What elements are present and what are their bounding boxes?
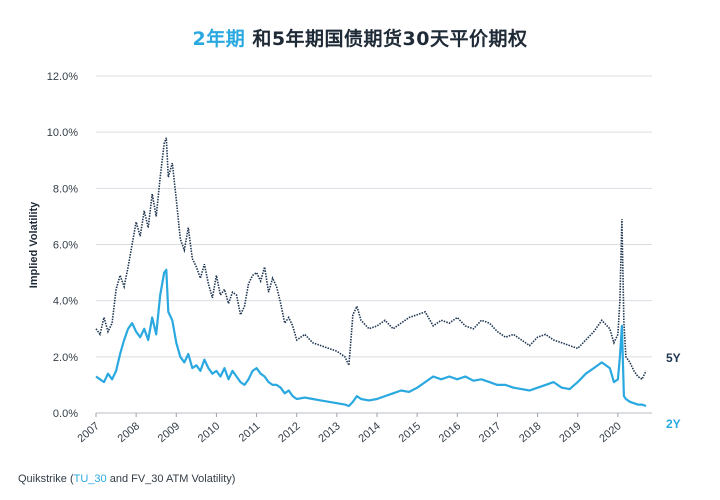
x-axis-ticks: 2007 2008 2009 2010 2011 2012 2013 2014 2015 2016… — [75, 413, 624, 445]
series-label-2y: 2Y — [666, 417, 681, 431]
x-tick-label: 2017 — [477, 420, 503, 445]
series-label-5y: 5Y — [666, 351, 681, 365]
source-highlight: TU_30 — [73, 473, 107, 485]
y-axis-label: Implied Volatility — [28, 201, 40, 288]
y-tick-label: 12.0% — [47, 71, 78, 83]
x-tick-label: 2009 — [156, 420, 182, 445]
series-line-2y — [95, 268, 647, 408]
chart-title-rest: 和5年期国债期货30天平价期权 — [245, 28, 528, 50]
x-tick-label: 2012 — [276, 420, 302, 445]
y-tick-label: 6.0% — [53, 240, 78, 252]
x-tick-label: 2020 — [597, 420, 623, 445]
source-suffix: and FV_30 ATM Volatility) — [106, 473, 236, 485]
x-tick-label: 2016 — [437, 420, 463, 445]
x-tick-label: 2007 — [75, 420, 101, 445]
x-tick-label: 2018 — [517, 420, 543, 445]
x-tick-label: 2010 — [196, 420, 222, 445]
y-tick-label: 4.0% — [53, 296, 78, 308]
x-tick-label: 2019 — [557, 420, 583, 445]
y-tick-label: 0.0% — [53, 408, 78, 420]
x-tick-label: 2014 — [356, 420, 382, 445]
x-tick-label: 2008 — [116, 420, 142, 445]
x-tick-label: 2013 — [316, 420, 342, 445]
chart-title-highlight: 2年期 — [192, 28, 246, 50]
series-lines — [95, 137, 647, 408]
x-tick-label: 2015 — [397, 420, 423, 445]
x-tick-label: 2011 — [237, 420, 263, 444]
series-line-5y — [95, 137, 647, 381]
series-end-labels: 5Y 2Y — [666, 351, 681, 431]
source-note: Quikstrike (TU_30 and FV_30 ATM Volatili… — [18, 473, 235, 485]
source-prefix: Quikstrike ( — [18, 473, 74, 485]
y-tick-label: 10.0% — [47, 127, 78, 139]
y-tick-label: 8.0% — [53, 183, 78, 195]
chart-title: 2年期 和5年期国债期货30天平价期权 — [0, 24, 720, 51]
y-axis-ticks: 0.0% 2.0% 4.0% 6.0% 8.0% 10.0% 12.0% — [47, 71, 78, 420]
y-tick-label: 2.0% — [53, 352, 78, 364]
grid-lines — [96, 75, 652, 414]
